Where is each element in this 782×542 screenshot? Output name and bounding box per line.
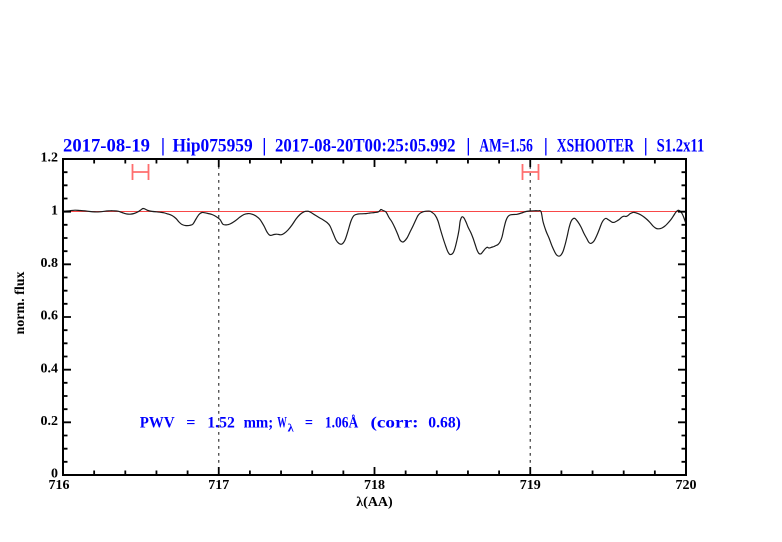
svg-text:0.2: 0.2 <box>41 414 59 429</box>
svg-text:1.2: 1.2 <box>41 151 59 166</box>
svg-text:717: 717 <box>208 478 229 493</box>
svg-text:720: 720 <box>676 478 697 493</box>
svg-text:0: 0 <box>51 467 58 482</box>
svg-text:norm. flux: norm. flux <box>13 272 28 335</box>
svg-text:2017-08-19|Hip075959|2017-08-2: 2017-08-19 | Hip075959 | 2017-08-20T00:25:05… <box>63 136 704 157</box>
svg-text:716: 716 <box>49 478 70 493</box>
svg-text:λ(AA): λ(AA) <box>356 495 393 510</box>
svg-text:1: 1 <box>51 203 58 218</box>
svg-text:0.8: 0.8 <box>41 256 59 271</box>
svg-text:0.4: 0.4 <box>41 361 59 376</box>
svg-text:719: 719 <box>520 478 541 493</box>
svg-text:0.6: 0.6 <box>41 309 59 324</box>
svg-text:718: 718 <box>364 478 385 493</box>
